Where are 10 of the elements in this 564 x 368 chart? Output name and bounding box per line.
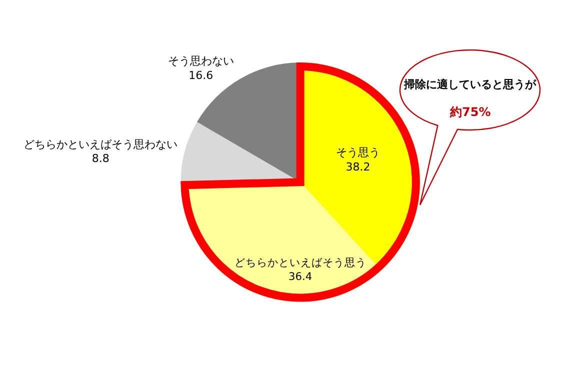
slice-label: そう思う (336, 146, 380, 160)
text: 約75% (449, 105, 491, 119)
slice-label: どちらかといえばそう思わない (24, 138, 178, 151)
data-label: 36.4 (288, 270, 312, 283)
text: 掃除に適していると思うが (403, 78, 537, 91)
data-label: 38.2 (346, 160, 370, 174)
slice-label: どちらかといえばそう思う (234, 257, 366, 270)
data-label: 8.8 (92, 152, 110, 166)
data-label: 16.6 (188, 68, 214, 82)
slice-label: そう思わない (168, 54, 234, 68)
